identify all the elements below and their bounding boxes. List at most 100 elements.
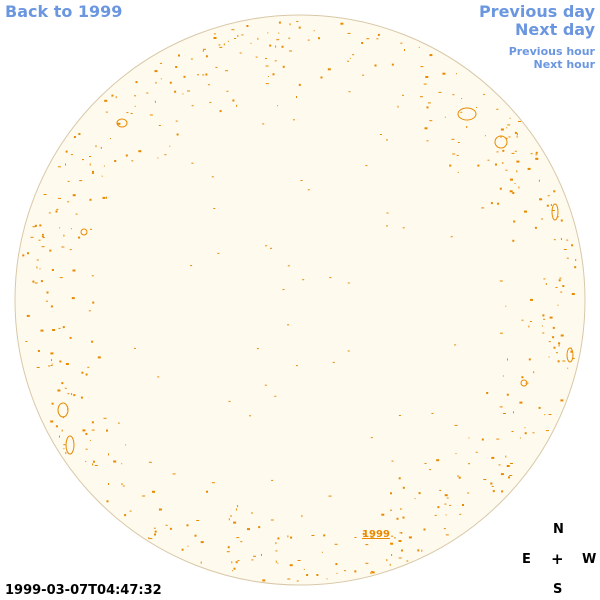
contour-mark <box>187 545 189 547</box>
contour-mark <box>148 537 150 540</box>
contour-mark <box>560 291 563 293</box>
contour-mark <box>196 520 200 521</box>
contour-mark <box>575 259 577 261</box>
contour-mark <box>513 220 516 223</box>
contour-mark <box>30 236 34 238</box>
contour-mark <box>347 350 350 352</box>
contour-mark <box>484 135 486 137</box>
contour-mark <box>154 100 156 103</box>
contour-mark <box>288 37 291 39</box>
contour-mark <box>551 210 555 211</box>
contour-mark <box>225 70 229 72</box>
contour-mark <box>108 483 109 485</box>
contour-mark <box>295 365 298 367</box>
contour-mark <box>213 33 216 35</box>
contour-mark <box>110 138 111 140</box>
contour-mark <box>287 535 289 538</box>
contour-mark <box>424 127 428 130</box>
contour-mark <box>51 269 54 271</box>
contour-mark <box>27 252 29 255</box>
contour-mark <box>425 76 429 78</box>
year-marker-link[interactable]: 1999 <box>362 529 390 540</box>
contour-mark <box>103 165 105 167</box>
previous-day-link[interactable]: Previous day <box>478 2 595 21</box>
contour-mark <box>401 532 403 534</box>
contour-mark <box>169 145 171 147</box>
contour-loop <box>457 107 477 121</box>
contour-mark <box>444 503 447 505</box>
contour-mark <box>481 207 485 209</box>
contour-mark <box>553 239 556 241</box>
contour-mark <box>307 39 310 41</box>
contour-mark <box>361 42 364 44</box>
next-day-link[interactable]: Next day <box>515 20 595 39</box>
contour-mark <box>505 137 508 139</box>
back-to-year-link[interactable]: Back to 1999 <box>5 2 123 21</box>
contour-mark <box>50 365 53 366</box>
contour-mark <box>423 83 427 85</box>
previous-hour-link[interactable]: Previous hour <box>508 45 595 58</box>
contour-mark <box>354 570 357 573</box>
contour-mark <box>237 34 239 37</box>
contour-mark <box>106 500 109 503</box>
contour-mark <box>155 81 157 84</box>
contour-mark <box>290 536 293 539</box>
contour-mark <box>398 540 402 542</box>
contour-mark <box>289 564 293 567</box>
contour-mark <box>200 561 202 564</box>
contour-mark <box>230 515 232 517</box>
contour-mark <box>233 567 236 570</box>
contour-mark <box>402 227 405 229</box>
contour-mark <box>215 66 218 68</box>
contour-mark <box>157 157 159 159</box>
contour-mark <box>227 546 230 549</box>
contour-mark <box>335 563 338 566</box>
contour-mark <box>276 39 280 41</box>
contour-mark <box>87 366 90 368</box>
contour-mark <box>509 117 511 119</box>
contour-mark <box>154 530 157 533</box>
contour-mark <box>332 361 335 363</box>
contour-mark <box>499 280 503 282</box>
contour-mark <box>158 508 162 511</box>
contour-mark <box>396 517 399 520</box>
contour-mark <box>521 376 524 379</box>
contour-mark <box>175 120 178 122</box>
contour-mark <box>468 437 470 439</box>
contour-mark <box>25 341 28 342</box>
contour-mark <box>574 266 577 269</box>
contour-mark <box>553 190 556 193</box>
contour-mark <box>389 563 391 566</box>
contour-mark <box>445 534 449 536</box>
contour-mark <box>51 359 52 362</box>
contour-mark <box>85 432 88 435</box>
contour-mark <box>70 154 73 156</box>
contour-loop <box>494 135 508 149</box>
contour-mark <box>533 371 535 374</box>
contour-mark <box>36 367 40 368</box>
contour-mark <box>519 437 521 439</box>
contour-mark <box>371 571 375 574</box>
contour-mark <box>115 96 117 99</box>
contour-mark <box>514 150 517 152</box>
contour-mark <box>202 74 205 76</box>
contour-mark <box>235 561 238 564</box>
contour-mark <box>251 559 254 561</box>
contour-mark <box>404 49 405 51</box>
contour-mark <box>51 402 54 405</box>
next-hour-link[interactable]: Next hour <box>533 58 596 71</box>
contour-mark <box>566 239 569 241</box>
contour-mark <box>158 125 161 126</box>
contour-mark <box>71 393 73 396</box>
contour-mark <box>503 413 506 414</box>
contour-mark <box>258 526 261 529</box>
contour-mark <box>100 146 102 149</box>
contour-mark <box>50 352 54 355</box>
contour-mark <box>530 153 533 155</box>
contour-mark <box>124 514 127 517</box>
contour-mark <box>460 111 463 113</box>
contour-loop <box>520 379 528 387</box>
contour-mark <box>133 347 136 349</box>
contour-mark <box>200 541 204 544</box>
contour-mark <box>500 135 502 138</box>
